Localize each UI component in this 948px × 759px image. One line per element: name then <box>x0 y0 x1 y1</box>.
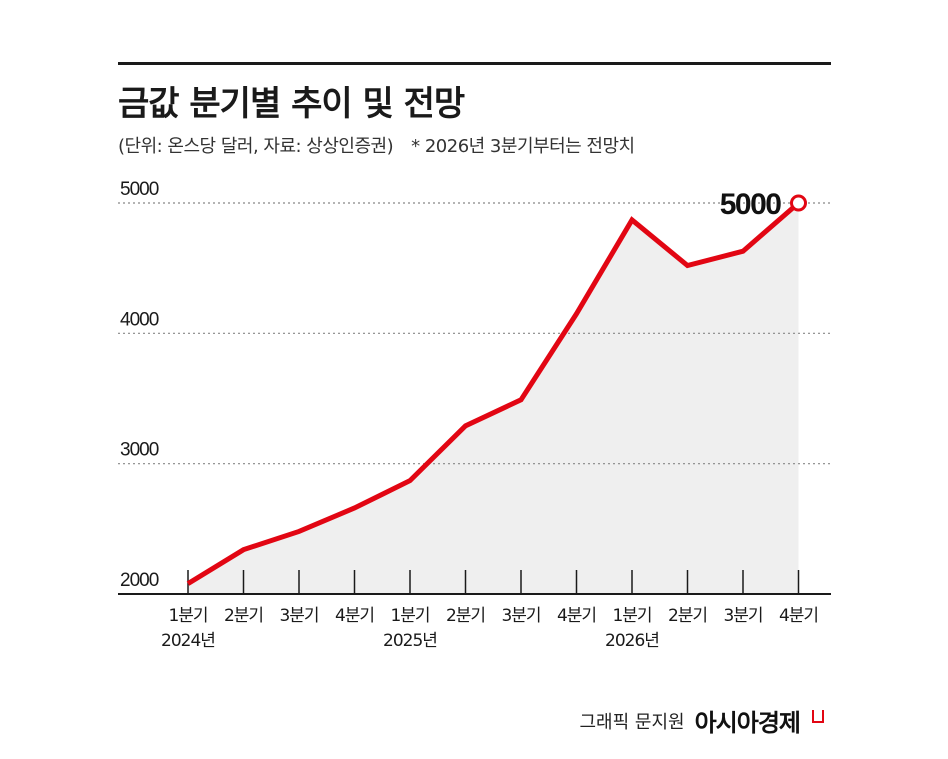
x-tick-label: 2분기 <box>446 606 485 626</box>
x-tick-label: 2분기 <box>668 606 707 626</box>
x-tick-label: 4분기 <box>557 606 596 626</box>
x-tick-label: 3분기 <box>501 606 540 626</box>
x-tick-label: 1분기 <box>390 606 429 626</box>
year-label: 2026년 <box>605 631 659 651</box>
series-line <box>186 201 801 586</box>
x-tick-label: 1분기 <box>612 606 651 626</box>
highlight-point <box>790 194 807 212</box>
forecast-note: * 2026년 3분기부터는 전망치 <box>411 136 635 157</box>
y-tick-label: 2000 <box>120 570 159 591</box>
chart-subtitle: (단위: 온스당 달러, 자료: 상상인증권) * 2026년 3분기부터는 전망… <box>118 132 635 158</box>
x-tick-label: 2분기 <box>224 606 263 626</box>
year-label: 2024년 <box>161 631 215 651</box>
y-tick-label: 4000 <box>120 309 159 330</box>
x-tick-label: 4분기 <box>779 606 818 626</box>
top-rule <box>118 62 831 65</box>
chart-title: 금값 분기별 추이 및 전망 <box>118 84 465 124</box>
graphic-credit: 그래픽 문지원 <box>579 711 685 733</box>
value-annotation: 5000 <box>720 188 782 221</box>
y-tick-label: 3000 <box>120 440 159 461</box>
year-label: 2025년 <box>383 631 437 651</box>
area-fill <box>188 203 799 594</box>
unit-source-text: (단위: 온스당 달러, 자료: 상상인증권) <box>118 136 394 157</box>
x-tick-label: 3분기 <box>279 606 318 626</box>
y-tick-label: 5000 <box>120 179 159 200</box>
x-tick-label: 4분기 <box>335 606 374 626</box>
credit-line: 그래픽 문지원 아시아경제 <box>579 703 824 738</box>
brand-logo: 아시아경제 <box>694 709 801 737</box>
x-tick-label: 1분기 <box>168 606 207 626</box>
x-tick-label: 3분기 <box>723 606 762 626</box>
brand-mark-icon <box>812 710 824 723</box>
